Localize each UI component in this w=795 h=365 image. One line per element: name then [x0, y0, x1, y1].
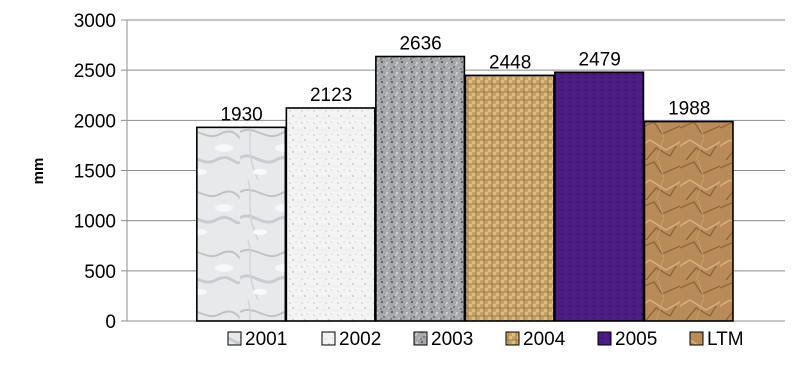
legend-label: 2002 [339, 329, 381, 350]
legend-swatch-2001 [227, 331, 242, 346]
data-label: 2448 [489, 52, 531, 73]
y-tick-label: 1500 [74, 162, 116, 183]
y-tick-label: 500 [84, 262, 116, 283]
legend: 2001 2002 2003 2004 2005 LTM [227, 329, 744, 350]
data-label: 2123 [310, 85, 352, 106]
data-label: 2479 [579, 49, 621, 70]
y-tick-label: 3000 [74, 11, 116, 32]
data-labels-group: 1930 2123 2636 2448 2479 1988 [220, 34, 710, 126]
legend-swatch-2002 [321, 331, 336, 346]
bar-2003 [375, 55, 466, 322]
legend-swatch-2005 [597, 331, 612, 346]
data-label: 1988 [668, 99, 710, 120]
legend-label: 2001 [245, 329, 287, 350]
bar-ltm [643, 120, 734, 322]
y-tick-label: 1000 [74, 212, 116, 233]
legend-label: 2004 [523, 329, 566, 350]
y-tick-label: 2500 [74, 61, 116, 82]
bar-2001 [196, 126, 287, 322]
legend-label: LTM [707, 329, 744, 350]
y-axis-title: mm [30, 158, 47, 185]
legend-swatch-ltm [689, 331, 704, 346]
bars-group [196, 55, 734, 322]
legend-swatch-2003 [413, 331, 428, 346]
legend-label: 2003 [431, 329, 473, 350]
legend-label: 2005 [615, 329, 657, 350]
legend-swatch-2004 [505, 331, 520, 346]
bar-2002 [285, 107, 376, 322]
y-tick-label: 0 [105, 312, 116, 333]
y-tick-label: 2000 [74, 111, 116, 132]
data-label: 2636 [399, 34, 441, 55]
data-label: 1930 [220, 104, 262, 125]
bar-2004 [464, 74, 555, 322]
bar-2005 [554, 71, 645, 322]
y-axis: 0 500 1000 1500 2000 2500 3000 [74, 11, 128, 333]
